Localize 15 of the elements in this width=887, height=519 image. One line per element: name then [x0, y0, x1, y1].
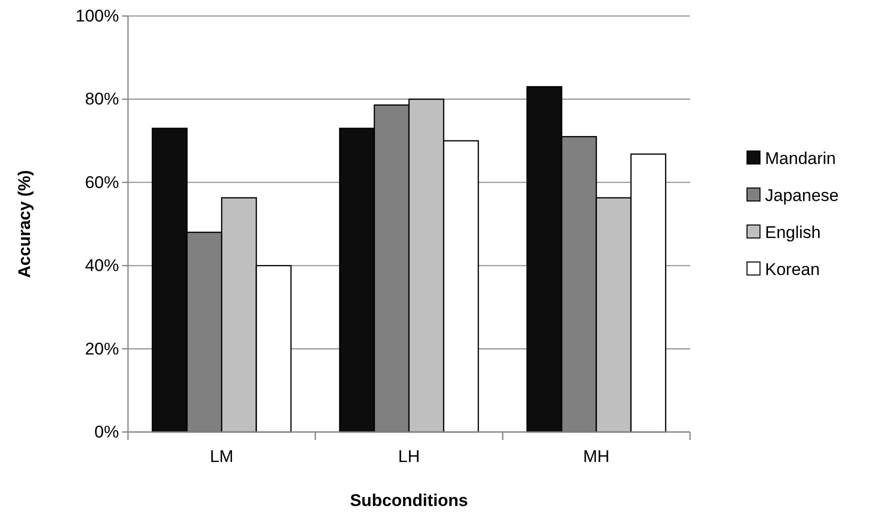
- x-axis-title: Subconditions: [350, 491, 468, 510]
- y-tick-label: 100%: [76, 6, 119, 26]
- legend-label: Mandarin: [765, 149, 836, 168]
- y-tick-label: 0%: [94, 422, 119, 442]
- x-tick-label: LM: [210, 447, 234, 466]
- y-axis-title: Accuracy (%): [15, 170, 34, 278]
- legend-label: English: [765, 223, 821, 242]
- y-tick-label: 40%: [84, 256, 119, 276]
- legend-label: Japanese: [765, 186, 839, 205]
- legend-label: Korean: [765, 260, 820, 279]
- x-tick-label: MH: [583, 447, 610, 466]
- y-tick-label: 80%: [84, 90, 119, 109]
- y-tick-label: 20%: [84, 339, 119, 358]
- x-tick-label: LH: [398, 447, 420, 466]
- y-tick-label: 60%: [84, 172, 119, 192]
